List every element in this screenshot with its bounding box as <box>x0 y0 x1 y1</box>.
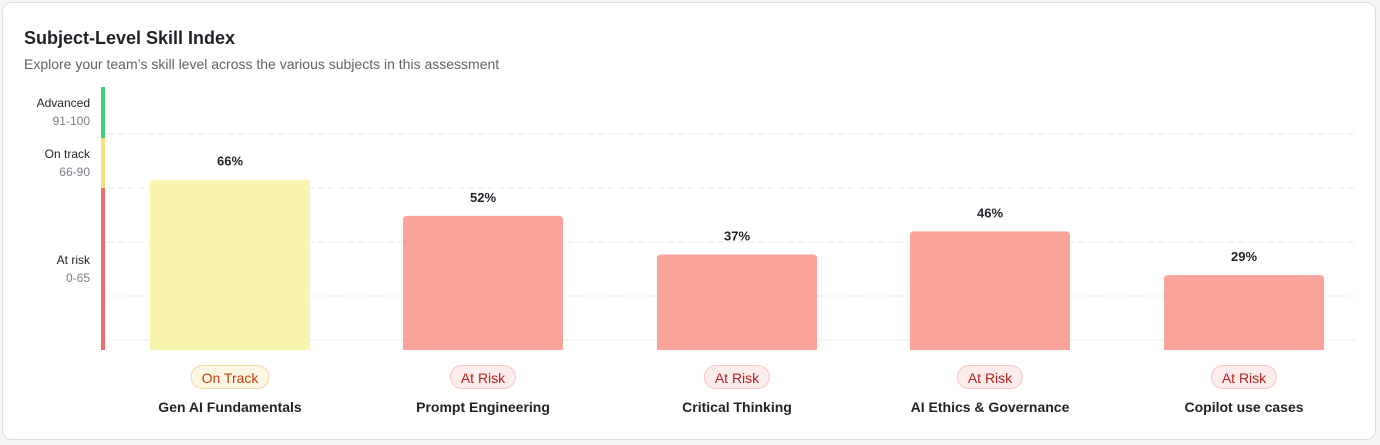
band-range-advanced: 91-100 <box>53 114 91 128</box>
status-badge-1: On Track <box>190 365 270 389</box>
category-label-1: Gen AI Fundamentals <box>158 399 302 415</box>
category-label-5: Copilot use cases <box>1184 399 1304 415</box>
bar-1 <box>150 179 310 350</box>
category-label-2: Prompt Engineering <box>416 399 550 415</box>
band-bar-advanced <box>101 87 105 138</box>
status-badge-5: At Risk <box>1210 365 1278 389</box>
bar-2 <box>403 215 563 350</box>
bar-3 <box>657 254 817 350</box>
category-label-4: AI Ethics & Governance <box>910 399 1070 415</box>
chart-subtitle: Explore your team’s skill level across t… <box>24 56 500 72</box>
bar-4 <box>910 231 1070 350</box>
band-bar-at-risk <box>101 188 105 350</box>
status-badge-3: At Risk <box>703 365 771 389</box>
band-range-at-risk: 0-65 <box>66 271 90 285</box>
value-label-3: 37% <box>724 229 750 244</box>
value-label-1: 66% <box>217 154 243 169</box>
bar-5 <box>1164 275 1324 350</box>
band-bar-on-track <box>101 138 105 188</box>
value-label-5: 29% <box>1231 249 1257 264</box>
status-badge-2: At Risk <box>449 365 517 389</box>
status-badge-4: At Risk <box>956 365 1024 389</box>
band-label-on-track: On track <box>45 147 91 161</box>
value-label-4: 46% <box>977 205 1003 220</box>
band-range-on-track: 66-90 <box>59 165 90 179</box>
chart-title: Subject-Level Skill Index <box>24 28 236 48</box>
value-label-2: 52% <box>470 190 496 205</box>
category-label-3: Critical Thinking <box>682 399 792 415</box>
band-label-advanced: Advanced <box>37 96 90 110</box>
band-label-at-risk: At risk <box>57 253 91 267</box>
